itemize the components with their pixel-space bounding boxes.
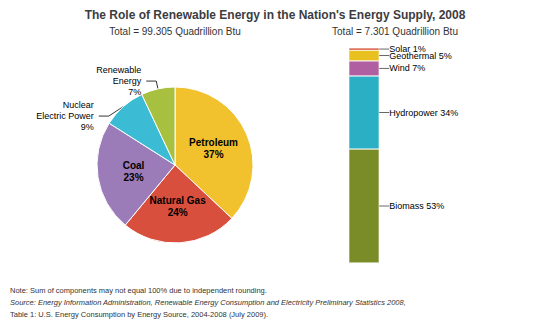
svg-text:Table 1: U.S. Energy Consumpti: Table 1: U.S. Energy Consumption by Ener… xyxy=(10,310,268,319)
svg-text:23%: 23% xyxy=(124,172,144,183)
svg-text:Electric Power: Electric Power xyxy=(36,111,94,121)
svg-text:Hydropower 34%: Hydropower 34% xyxy=(389,108,458,118)
svg-text:Source: Energy Information Adm: Source: Energy Information Administratio… xyxy=(10,298,406,307)
svg-text:7%: 7% xyxy=(128,87,141,97)
svg-text:Natural Gas: Natural Gas xyxy=(150,195,207,206)
svg-text:Renewable: Renewable xyxy=(96,65,141,75)
svg-text:Coal: Coal xyxy=(123,160,145,171)
svg-text:Note: Sum of components may no: Note: Sum of components may not equal 10… xyxy=(10,286,267,295)
svg-text:Total = 7.301 Quadrillion Btu: Total = 7.301 Quadrillion Btu xyxy=(332,26,458,37)
svg-text:Geothermal 5%: Geothermal 5% xyxy=(389,50,452,61)
svg-text:Nuclear: Nuclear xyxy=(63,100,94,110)
svg-text:Biomass 53%: Biomass 53% xyxy=(389,201,444,211)
svg-text:Energy: Energy xyxy=(113,76,142,86)
svg-text:24%: 24% xyxy=(168,207,188,218)
svg-text:Solar 1%: Solar 1% xyxy=(389,44,426,54)
svg-text:The Role of Renewable Energy i: The Role of Renewable Energy in the Nati… xyxy=(85,8,466,22)
svg-text:Total = 99.305 Quadrillion Btu: Total = 99.305 Quadrillion Btu xyxy=(109,26,240,37)
svg-text:37%: 37% xyxy=(204,149,224,160)
svg-text:Wind 7%: Wind 7% xyxy=(389,63,425,73)
svg-text:9%: 9% xyxy=(81,122,94,132)
svg-text:Petroleum: Petroleum xyxy=(189,137,238,148)
